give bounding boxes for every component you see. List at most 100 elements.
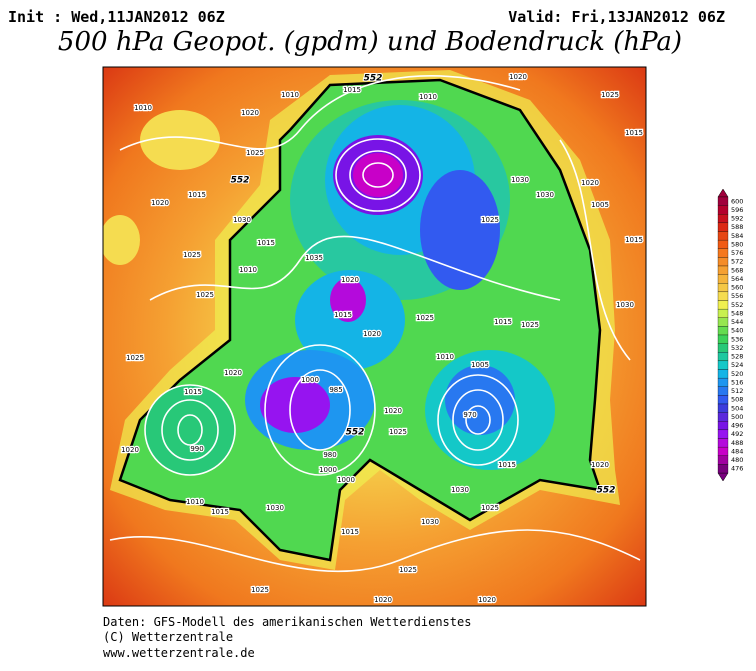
contour-label: 552	[346, 428, 365, 438]
isobar-label: 1025	[416, 314, 434, 322]
colorbar-swatch	[717, 429, 729, 439]
isobar-label: 1020	[121, 446, 139, 454]
isobar-label: 1015	[334, 311, 352, 319]
field-patch	[420, 170, 500, 290]
colorbar-swatch	[717, 291, 729, 301]
colorbar-label: 580	[731, 240, 743, 248]
isobar-label: 1020	[374, 596, 392, 604]
colorbar-swatch	[717, 455, 729, 465]
isobar-label: 1020	[509, 73, 527, 81]
isobar-label: 1015	[341, 528, 359, 536]
colorbar-swatch	[717, 395, 729, 405]
colorbar-label: 524	[731, 361, 743, 369]
isobars	[109, 75, 641, 573]
colorbar-swatch	[717, 360, 729, 370]
field-patch	[445, 365, 515, 435]
isobar-label: 1015	[494, 318, 512, 326]
colorbar-swatch	[717, 222, 729, 232]
isobar-label: 1025	[389, 428, 407, 436]
isobar-label: 1020	[341, 276, 359, 284]
colorbar-swatch	[717, 464, 729, 474]
isobar-label: 1020	[363, 330, 381, 338]
colorbar-label: 564	[731, 275, 743, 283]
colorbar-swatch	[717, 214, 729, 224]
colorbar-swatch	[717, 343, 729, 353]
footer-line: Daten: GFS-Modell des amerikanischen Wet…	[103, 615, 471, 629]
colorbar-swatch	[717, 239, 729, 249]
colorbar-swatch	[717, 300, 729, 310]
colorbar-label: 556	[731, 292, 743, 300]
isobar-label: 1015	[343, 86, 361, 94]
colorbar-swatch	[717, 196, 729, 206]
colorbar-label: 588	[731, 223, 743, 231]
colorbar-label: 528	[731, 353, 743, 361]
colorbar-label: 484	[731, 447, 743, 455]
colorbar-label: 496	[731, 422, 743, 430]
colorbar-label: 488	[731, 439, 743, 447]
colorbar-label: 492	[731, 430, 743, 438]
isobar-label: 1015	[184, 388, 202, 396]
isobar-label: 1035	[305, 254, 323, 262]
field-patch	[140, 110, 220, 170]
colorbar-swatch	[717, 412, 729, 422]
colorbar-label: 544	[731, 318, 743, 326]
colorbar-swatch	[717, 317, 729, 327]
footer-line: www.wetterzentrale.de	[103, 646, 255, 660]
colorbar-label: 476	[731, 465, 743, 473]
isobar-label: 1020	[478, 596, 496, 604]
isobar-label: 1015	[257, 239, 275, 247]
colorbar-label: 572	[731, 258, 743, 266]
colorbar-swatch	[717, 248, 729, 258]
colorbar-label: 568	[731, 266, 743, 274]
colorbar-swatch	[717, 231, 729, 241]
isobar-label: 1030	[451, 486, 469, 494]
colorbar-label: 480	[731, 456, 743, 464]
colorbar-label: 540	[731, 327, 743, 335]
colorbar-label: 500	[731, 413, 743, 421]
map-title: 500 hPa Geopot. (gpdm) und Bodendruck (h…	[58, 27, 682, 57]
isobar-label: 1025	[246, 149, 264, 157]
init-time: Init : Wed,11JAN2012 06Z	[8, 8, 225, 26]
footer-line: (C) Wetterzentrale	[103, 630, 233, 644]
isobar-label: 1015	[188, 191, 206, 199]
colorbar-swatch	[717, 377, 729, 387]
colorbar-label: 504	[731, 404, 743, 412]
contour-label: 552	[597, 486, 616, 496]
isobar-label: 1030	[511, 176, 529, 184]
isobar-label: 1025	[126, 354, 144, 362]
colorbar-swatch	[717, 403, 729, 413]
field-patch	[145, 385, 235, 475]
colorbar-swatch	[717, 283, 729, 293]
isobar-label: 1020	[591, 461, 609, 469]
contour-label: 552	[231, 176, 250, 186]
colorbar-label: 600	[731, 197, 743, 205]
isobar-label: 970	[463, 411, 476, 419]
isobar-label: 1015	[211, 508, 229, 516]
colorbar-label: 520	[731, 370, 743, 378]
isobar-label: 1020	[241, 109, 259, 117]
isobar-label: 1010	[436, 353, 454, 361]
isobar-label: 1010	[419, 93, 437, 101]
isobar-label: 1025	[183, 251, 201, 259]
isobar-label: 1005	[471, 361, 489, 369]
colorbar-label: 584	[731, 232, 743, 240]
isobar-label: 980	[323, 451, 336, 459]
isobar-label: 985	[329, 386, 342, 394]
isobar-label: 1020	[581, 179, 599, 187]
field-patch	[260, 377, 330, 433]
valid-time: Valid: Fri,13JAN2012 06Z	[508, 8, 725, 26]
colorbar-label: 532	[731, 344, 743, 352]
isobar-label: 1020	[224, 369, 242, 377]
isobar-label: 1020	[384, 407, 402, 415]
colorbar-label: 548	[731, 309, 743, 317]
colorbar-label: 536	[731, 335, 743, 343]
colorbar-label: 512	[731, 387, 743, 395]
map-frame	[102, 66, 647, 607]
colorbar-swatch	[717, 265, 729, 275]
colorbar-swatch	[717, 308, 729, 318]
field-patch	[330, 278, 366, 322]
colorbar-label: 592	[731, 215, 743, 223]
isobar-label: 1025	[196, 291, 214, 299]
isobar-label: 1030	[266, 504, 284, 512]
contour-label: 552	[364, 74, 383, 84]
